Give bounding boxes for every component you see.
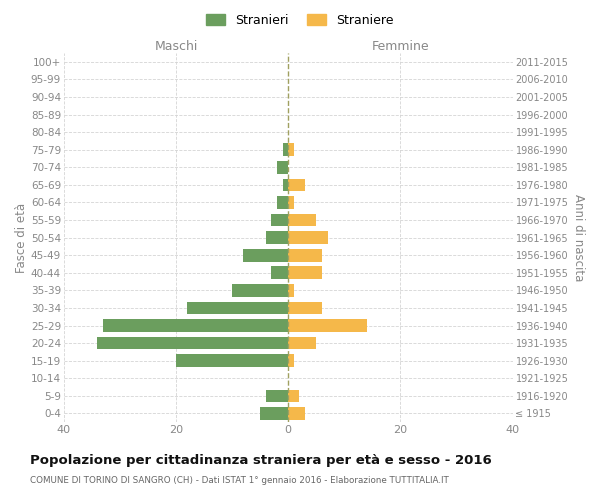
Bar <box>288 337 316 349</box>
Bar <box>288 196 294 209</box>
Bar <box>103 319 288 332</box>
Bar <box>176 354 288 367</box>
Bar <box>288 178 305 191</box>
Bar <box>288 249 322 262</box>
Bar <box>271 214 288 226</box>
Text: Femmine: Femmine <box>371 40 429 53</box>
Bar <box>283 144 288 156</box>
Bar <box>266 232 288 244</box>
Bar <box>288 232 328 244</box>
Y-axis label: Fasce di età: Fasce di età <box>15 202 28 272</box>
Bar <box>288 302 322 314</box>
Bar <box>187 302 288 314</box>
Bar <box>283 178 288 191</box>
Bar <box>288 214 316 226</box>
Bar <box>260 407 288 420</box>
Text: Popolazione per cittadinanza straniera per età e sesso - 2016: Popolazione per cittadinanza straniera p… <box>30 454 492 467</box>
Bar <box>288 284 294 296</box>
Bar <box>288 354 294 367</box>
Bar <box>288 407 305 420</box>
Bar <box>232 284 288 296</box>
Text: COMUNE DI TORINO DI SANGRO (CH) - Dati ISTAT 1° gennaio 2016 - Elaborazione TUTT: COMUNE DI TORINO DI SANGRO (CH) - Dati I… <box>30 476 449 485</box>
Bar <box>288 319 367 332</box>
Bar <box>266 390 288 402</box>
Bar <box>277 161 288 173</box>
Legend: Stranieri, Straniere: Stranieri, Straniere <box>202 8 398 32</box>
Bar <box>277 196 288 209</box>
Bar <box>288 390 299 402</box>
Bar <box>244 249 288 262</box>
Bar <box>97 337 288 349</box>
Text: Maschi: Maschi <box>154 40 198 53</box>
Bar <box>271 266 288 279</box>
Bar <box>288 144 294 156</box>
Y-axis label: Anni di nascita: Anni di nascita <box>572 194 585 282</box>
Bar <box>288 266 322 279</box>
